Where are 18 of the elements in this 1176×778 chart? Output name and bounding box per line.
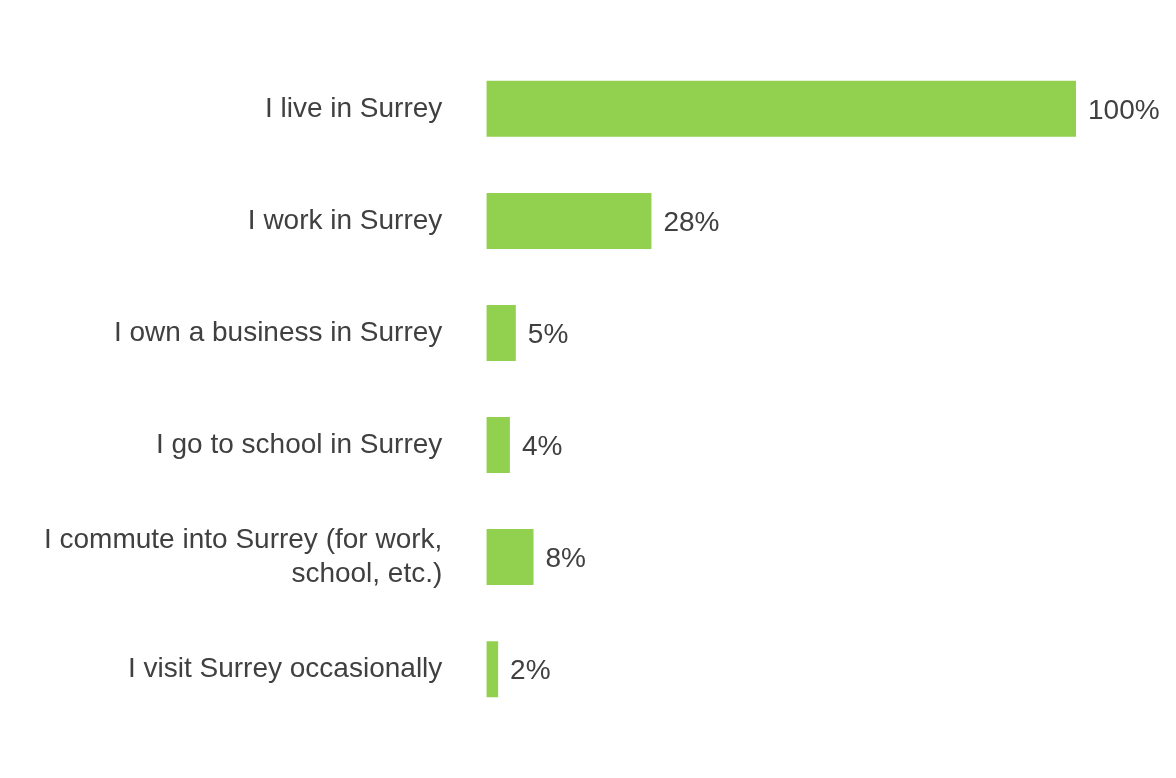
y-tick-label: I own a business in Surrey bbox=[113, 315, 443, 347]
data-label: 5% bbox=[527, 317, 569, 349]
data-label: 8% bbox=[545, 541, 586, 573]
y-tick-label: I go to school in Surrey bbox=[155, 427, 443, 459]
bar bbox=[486, 304, 516, 361]
bar bbox=[486, 80, 1076, 137]
y-tick-label: I work in Surrey bbox=[247, 203, 443, 235]
y-tick-label: I commute into Surrey (for work, school, etc.) bbox=[43, 523, 443, 588]
data-label: 28% bbox=[663, 205, 720, 237]
data-label: 2% bbox=[510, 653, 551, 685]
data-label: 4% bbox=[521, 429, 563, 461]
bar bbox=[486, 417, 510, 474]
y-tick-label: I visit Surrey occasionally bbox=[127, 651, 443, 683]
y-tick-label: I live in Surrey bbox=[264, 91, 443, 123]
bar bbox=[486, 529, 534, 586]
bar bbox=[486, 192, 652, 249]
data-label: 100% bbox=[1088, 93, 1160, 125]
bar bbox=[486, 641, 499, 698]
